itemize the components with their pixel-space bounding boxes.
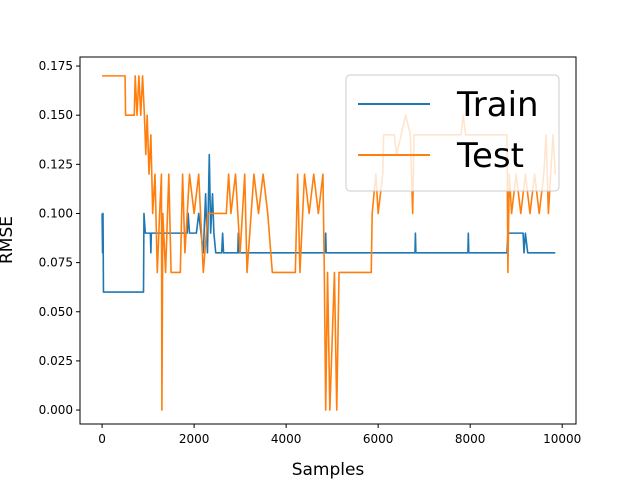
legend-label: Train <box>456 85 539 125</box>
y-tick-label: 0.075 <box>39 256 73 270</box>
x-tick-label: 2000 <box>179 432 210 446</box>
x-tick-label: 8000 <box>455 432 486 446</box>
y-tick-label: 0.100 <box>39 206 73 220</box>
y-tick-label: 0.175 <box>39 59 73 73</box>
legend-label: Test <box>456 136 524 176</box>
x-tick-label: 4000 <box>271 432 302 446</box>
x-tick-label: 0 <box>98 432 106 446</box>
y-tick-label: 0.025 <box>39 354 73 368</box>
y-axis-label: RMSE <box>0 216 17 264</box>
y-tick-label: 0.150 <box>39 108 73 122</box>
x-tick-label: 6000 <box>363 432 394 446</box>
y-tick-label: 0.050 <box>39 305 73 319</box>
x-axis-label: Samples <box>292 460 365 480</box>
series-line <box>101 153 556 293</box>
y-tick-label: 0.000 <box>39 403 73 417</box>
plot-frame <box>79 56 577 425</box>
x-tick-label: 10000 <box>543 432 581 446</box>
y-tick-label: 0.125 <box>39 157 73 171</box>
